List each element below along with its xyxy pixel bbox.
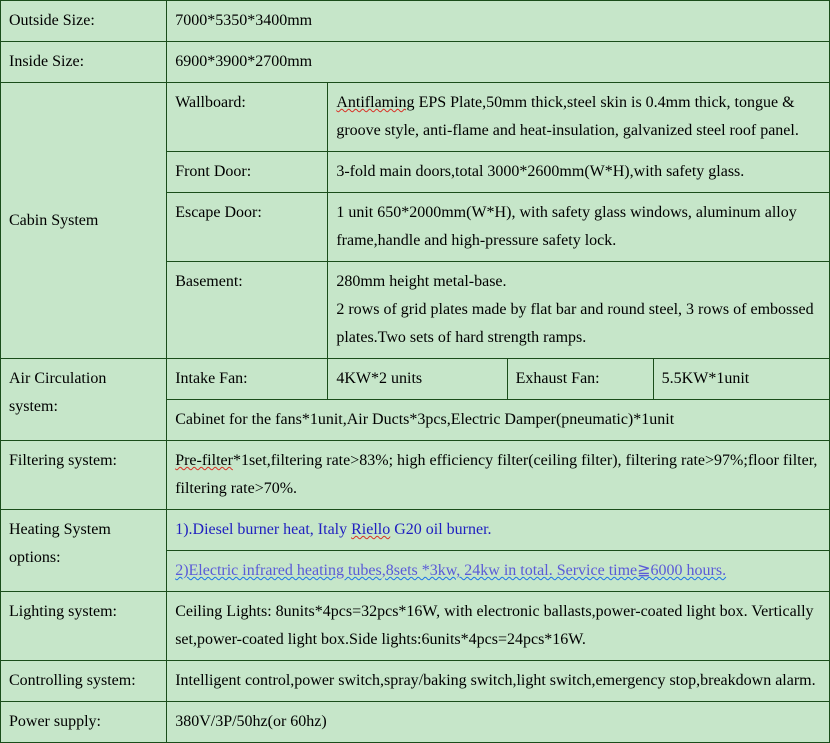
- spellcheck-word: Riello: [351, 521, 390, 538]
- value-heating-2: 2)Electric infrared heating tubes,8sets …: [167, 551, 830, 592]
- table-row: Heating System options: 1).Diesel burner…: [1, 510, 830, 551]
- label-exhaust-fan: Exhaust Fan:: [507, 359, 653, 400]
- label-basement: Basement:: [167, 262, 328, 359]
- label-air-circulation: Air Circulation system:: [1, 359, 167, 441]
- spec-table: Outside Size: 7000*5350*3400mm Inside Si…: [0, 0, 830, 743]
- table-row: Air Circulation system: Intake Fan: 4KW*…: [1, 359, 830, 400]
- value-filtering: Pre-filter*1set,filtering rate>83%; high…: [167, 441, 830, 510]
- value-escape-door: 1 unit 650*2000mm(W*H), with safety glas…: [328, 193, 830, 262]
- value-intake-fan: 4KW*2 units: [328, 359, 507, 400]
- label-front-door: Front Door:: [167, 152, 328, 193]
- spellcheck-word: Antiflaming: [336, 94, 414, 111]
- value-power-supply: 380V/3P/50hz(or 60hz): [167, 702, 830, 743]
- table-row: Outside Size: 7000*5350*3400mm: [1, 1, 830, 42]
- label-lighting: Lighting system:: [1, 592, 167, 661]
- value-front-door: 3-fold main doors,total 3000*2600mm(W*H)…: [328, 152, 830, 193]
- table-row: Inside Size: 6900*3900*2700mm: [1, 42, 830, 83]
- spec-table-container: Outside Size: 7000*5350*3400mm Inside Si…: [0, 0, 830, 743]
- label-filtering: Filtering system:: [1, 441, 167, 510]
- label-outside-size: Outside Size:: [1, 1, 167, 42]
- value-exhaust-fan: 5.5KW*1unit: [653, 359, 829, 400]
- value-controlling: Intelligent control,power switch,spray/b…: [167, 661, 830, 702]
- text: *1set,filtering rate>83%; high efficienc…: [175, 452, 817, 497]
- value-outside-size: 7000*5350*3400mm: [167, 1, 830, 42]
- label-wallboard: Wallboard:: [167, 83, 328, 152]
- value-air-cabinet: Cabinet for the fans*1unit,Air Ducts*3pc…: [167, 400, 830, 441]
- spellcheck-word: Pre-filter: [175, 452, 233, 469]
- table-row: Filtering system: Pre-filter*1set,filter…: [1, 441, 830, 510]
- label-heating: Heating System options:: [1, 510, 167, 592]
- label-cabin-system: Cabin System: [1, 83, 167, 359]
- table-row: Controlling system: Intelligent control,…: [1, 661, 830, 702]
- label-controlling: Controlling system:: [1, 661, 167, 702]
- text: G20 oil burner.: [390, 521, 491, 538]
- table-row: Cabin System Wallboard: Antiflaming EPS …: [1, 83, 830, 152]
- text: 1).Diesel burner heat, Italy: [175, 521, 351, 538]
- label-escape-door: Escape Door:: [167, 193, 328, 262]
- value-wallboard: Antiflaming EPS Plate,50mm thick,steel s…: [328, 83, 830, 152]
- label-inside-size: Inside Size:: [1, 42, 167, 83]
- table-row: Lighting system: Ceiling Lights: 8units*…: [1, 592, 830, 661]
- value-basement: 280mm height metal-base. 2 rows of grid …: [328, 262, 830, 359]
- value-lighting: Ceiling Lights: 8units*4pcs=32pcs*16W, w…: [167, 592, 830, 661]
- value-heating-1: 1).Diesel burner heat, Italy Riello G20 …: [167, 510, 830, 551]
- grammar-word: 2)Electric infrared heating tubes,8sets …: [175, 562, 726, 579]
- value-inside-size: 6900*3900*2700mm: [167, 42, 830, 83]
- label-power-supply: Power supply:: [1, 702, 167, 743]
- label-intake-fan: Intake Fan:: [167, 359, 328, 400]
- table-row: Power supply: 380V/3P/50hz(or 60hz): [1, 702, 830, 743]
